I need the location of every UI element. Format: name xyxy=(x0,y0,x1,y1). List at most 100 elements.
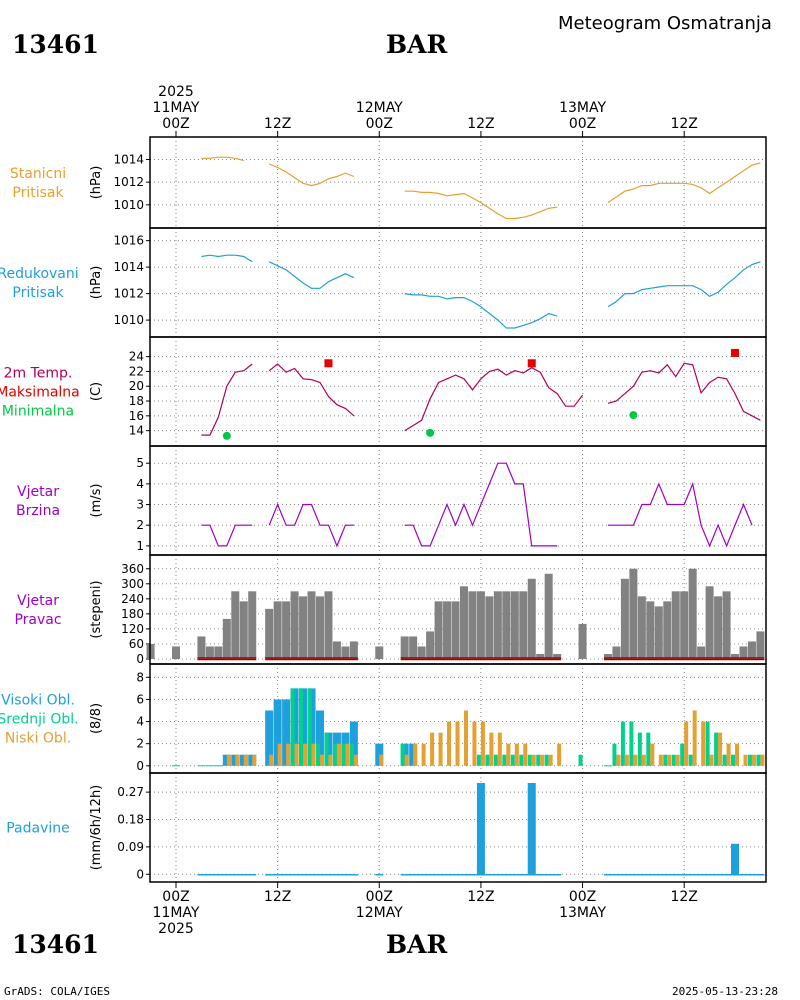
time-label-top: 12Z xyxy=(670,116,697,132)
bar-mid-cloud xyxy=(290,688,295,766)
panel-label: 2m Temp. xyxy=(4,366,73,382)
grads-credit: GrADS: COLA/IGES xyxy=(4,985,110,998)
bar-low-cloud xyxy=(684,721,689,766)
time-label-bottom: 13MAY xyxy=(559,905,606,921)
bar-mid-cloud xyxy=(722,754,727,766)
bar-low-cloud xyxy=(557,743,562,766)
bar xyxy=(680,591,689,659)
bar xyxy=(265,608,274,659)
bar-low-cloud xyxy=(438,732,443,766)
y-tick-label: 14 xyxy=(129,424,144,438)
y-tick-label: 240 xyxy=(121,592,144,606)
bar-low-cloud xyxy=(311,743,316,766)
bar-mid-cloud xyxy=(476,754,481,766)
bar-mid-cloud xyxy=(680,743,685,766)
max-temp-marker xyxy=(527,359,536,368)
bar-mid-cloud xyxy=(688,754,693,766)
bar-mid-cloud xyxy=(747,754,752,766)
time-label-bottom: 12Z xyxy=(467,889,494,905)
bar-low-cloud xyxy=(760,754,765,766)
time-label-bottom: 12Z xyxy=(264,889,291,905)
bar xyxy=(671,591,680,659)
bar-high-cloud xyxy=(349,721,358,766)
bar-mid-cloud xyxy=(485,754,490,766)
bar-mid-cloud xyxy=(307,688,312,766)
series-line xyxy=(608,481,753,548)
y-axis-label: (hPa) xyxy=(89,266,104,300)
series-line xyxy=(268,363,355,417)
bar xyxy=(307,591,316,659)
bar-high-cloud xyxy=(273,699,282,766)
y-tick-label: 22 xyxy=(129,364,144,378)
bar xyxy=(324,591,333,659)
bar-low-cloud xyxy=(506,743,511,766)
bar xyxy=(341,646,350,659)
time-label-bottom: 11MAY xyxy=(153,905,200,921)
bar xyxy=(400,636,409,659)
bar xyxy=(502,591,511,659)
bar xyxy=(197,636,206,659)
bar-low-cloud xyxy=(523,743,528,766)
bar-mid-cloud xyxy=(578,754,583,766)
bar xyxy=(205,646,214,659)
series-line xyxy=(201,156,244,162)
bar-mid-cloud xyxy=(536,754,541,766)
series-line xyxy=(607,261,761,308)
bar-mid-cloud xyxy=(671,754,676,766)
bar-mid-cloud xyxy=(324,732,329,766)
time-label-bottom: 00Z xyxy=(569,889,596,905)
bar-mid-cloud xyxy=(349,743,354,766)
bar xyxy=(476,591,485,659)
bar xyxy=(663,601,672,659)
station-id-bottom: 13461 xyxy=(12,930,99,959)
bar xyxy=(434,601,443,659)
bar xyxy=(485,596,494,659)
bar xyxy=(417,646,426,659)
panel-p4: 1 2 3 4 5 (m/s) Vjetar Brzina xyxy=(16,445,767,556)
series-line xyxy=(404,367,584,432)
bar xyxy=(476,783,485,875)
bar-low-cloud xyxy=(252,754,257,766)
bar-low-cloud xyxy=(430,732,435,766)
series-line xyxy=(201,524,253,547)
bar xyxy=(637,596,646,659)
y-axis-label: (stepeni) xyxy=(89,580,104,638)
time-label-bottom: 2025 xyxy=(158,921,194,937)
series-line xyxy=(268,261,355,289)
bar xyxy=(629,568,638,659)
bar-low-cloud xyxy=(718,732,723,766)
bar xyxy=(426,631,435,659)
bar-high-cloud xyxy=(315,710,324,766)
bar xyxy=(603,653,612,659)
bar-mid-cloud xyxy=(756,754,761,766)
bar xyxy=(527,783,536,875)
bar xyxy=(451,601,460,659)
y-tick-label: 6 xyxy=(136,692,144,706)
y-axis-label: (C) xyxy=(89,382,104,401)
bar-mid-cloud xyxy=(705,721,710,766)
bar-low-cloud xyxy=(480,721,485,766)
y-tick-label: 0 xyxy=(136,652,144,666)
bar-low-cloud xyxy=(658,754,663,766)
panel-label: Niski Obl. xyxy=(5,731,71,747)
panel-frame xyxy=(149,336,767,447)
bar-low-cloud xyxy=(243,754,248,766)
bar xyxy=(536,653,545,659)
y-tick-label: 0.18 xyxy=(117,813,144,827)
bar xyxy=(731,653,740,659)
bar-mid-cloud xyxy=(663,754,668,766)
bar-low-cloud xyxy=(751,754,756,766)
bar-low-cloud xyxy=(641,754,646,766)
panel-label: Padavine xyxy=(6,821,70,837)
panel-frame xyxy=(149,445,767,556)
bar xyxy=(290,591,299,659)
bar xyxy=(349,641,358,659)
series-line xyxy=(201,254,253,263)
bar-mid-cloud xyxy=(502,754,507,766)
bar-mid-cloud xyxy=(519,754,524,766)
panel-frame xyxy=(149,772,767,883)
bar xyxy=(756,631,765,659)
time-label-top: 00Z xyxy=(569,116,596,132)
